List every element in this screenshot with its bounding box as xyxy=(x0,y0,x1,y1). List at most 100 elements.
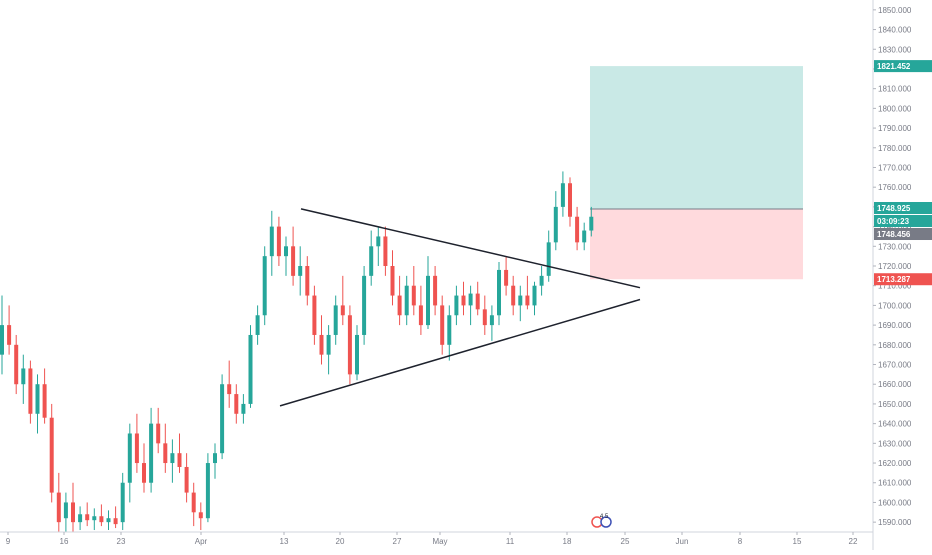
x-tick-label: 8 xyxy=(738,537,743,546)
y-tick-label: 1730.000 xyxy=(878,242,912,251)
candle-body xyxy=(127,433,132,483)
candle-body xyxy=(305,266,310,296)
x-tick-label: Jun xyxy=(676,537,689,546)
y-tick-label: 1850.000 xyxy=(878,6,912,15)
candle xyxy=(227,360,232,408)
candle-body xyxy=(568,183,572,217)
y-tick-label: 1590.000 xyxy=(878,518,912,527)
candle-body xyxy=(191,492,196,513)
candle xyxy=(42,368,47,424)
candle xyxy=(142,443,146,493)
event-count-label: 4 5 xyxy=(600,514,609,520)
candle xyxy=(213,443,217,479)
candle xyxy=(241,394,246,424)
candle xyxy=(191,482,196,527)
countdown-label-bg xyxy=(874,215,932,228)
candle-body xyxy=(404,285,409,316)
y-tick-label: 1660.000 xyxy=(878,380,912,389)
candle xyxy=(468,285,473,326)
y-tick-label: 1720.000 xyxy=(878,262,912,271)
candle-body xyxy=(99,516,104,523)
candle xyxy=(539,266,544,296)
candle xyxy=(319,315,324,365)
candle-body xyxy=(347,315,352,375)
candle xyxy=(14,334,19,395)
candle-body xyxy=(383,236,388,266)
upper-trendline xyxy=(300,208,641,289)
candle-body xyxy=(298,266,303,276)
candle xyxy=(291,226,296,286)
candle xyxy=(220,374,225,460)
candle-body xyxy=(589,216,594,231)
event-marker[interactable]: 4 5 xyxy=(591,514,612,528)
candle-body xyxy=(142,463,146,483)
candle xyxy=(127,423,132,503)
candle xyxy=(553,191,558,251)
candle xyxy=(582,222,587,251)
candle-body xyxy=(340,305,345,316)
candle-body xyxy=(205,463,210,519)
profit-zone xyxy=(590,66,803,210)
candle-body xyxy=(255,315,260,335)
candle-body xyxy=(14,344,19,385)
y-tick-label: 1800.000 xyxy=(878,104,912,113)
stop-price-label-bg xyxy=(874,273,932,286)
lower-trendline xyxy=(279,298,641,407)
candle xyxy=(170,439,175,483)
candle-body xyxy=(489,315,494,326)
candle-body xyxy=(390,266,395,296)
y-tick-label: 1670.000 xyxy=(878,361,912,370)
candle xyxy=(340,275,345,326)
candle-body xyxy=(411,285,416,306)
last-price-label: 1748.456 xyxy=(877,230,911,239)
candle xyxy=(63,492,68,532)
candle xyxy=(426,256,430,330)
candle xyxy=(461,281,466,316)
candle xyxy=(184,453,189,503)
candle-body xyxy=(134,433,139,464)
candle-body xyxy=(78,514,83,523)
candle-body xyxy=(276,226,281,257)
candle xyxy=(78,506,83,531)
candle-body xyxy=(418,305,423,326)
y-tick-label: 1790.000 xyxy=(878,124,912,133)
candle-body xyxy=(0,325,4,355)
candle xyxy=(532,281,537,316)
candle xyxy=(113,506,118,529)
risk-reward-zones xyxy=(590,66,803,280)
y-tick-label: 1840.000 xyxy=(878,26,912,35)
y-tick-label: 1680.000 xyxy=(878,341,912,350)
candle-body xyxy=(475,293,480,310)
y-tick-label: 1710.000 xyxy=(878,282,912,291)
candle xyxy=(106,510,111,531)
candle-body xyxy=(575,216,580,243)
candle xyxy=(383,226,388,276)
candle-body xyxy=(85,514,90,521)
x-tick-label: 23 xyxy=(117,537,126,546)
candle xyxy=(326,325,331,375)
candle-body xyxy=(213,453,217,464)
candle-body xyxy=(35,384,40,414)
candle xyxy=(305,256,310,306)
candle xyxy=(390,250,395,306)
candle xyxy=(440,295,445,355)
x-tick-label: 25 xyxy=(621,537,630,546)
candle-body xyxy=(482,309,487,326)
candle xyxy=(418,285,423,335)
candle-body xyxy=(49,417,54,493)
candle-body xyxy=(248,334,253,404)
candle xyxy=(504,256,509,296)
candle-body xyxy=(106,518,111,523)
us-flag-icon[interactable] xyxy=(600,516,612,528)
entry-price-label: 1748.925 xyxy=(877,204,911,213)
candle xyxy=(21,354,26,404)
candle xyxy=(99,504,104,527)
candle-body xyxy=(504,269,509,286)
candle xyxy=(35,374,40,434)
candle xyxy=(411,266,416,316)
x-tick-label: 20 xyxy=(336,537,345,546)
candle-body xyxy=(63,502,68,519)
x-tick-label: May xyxy=(432,537,447,546)
